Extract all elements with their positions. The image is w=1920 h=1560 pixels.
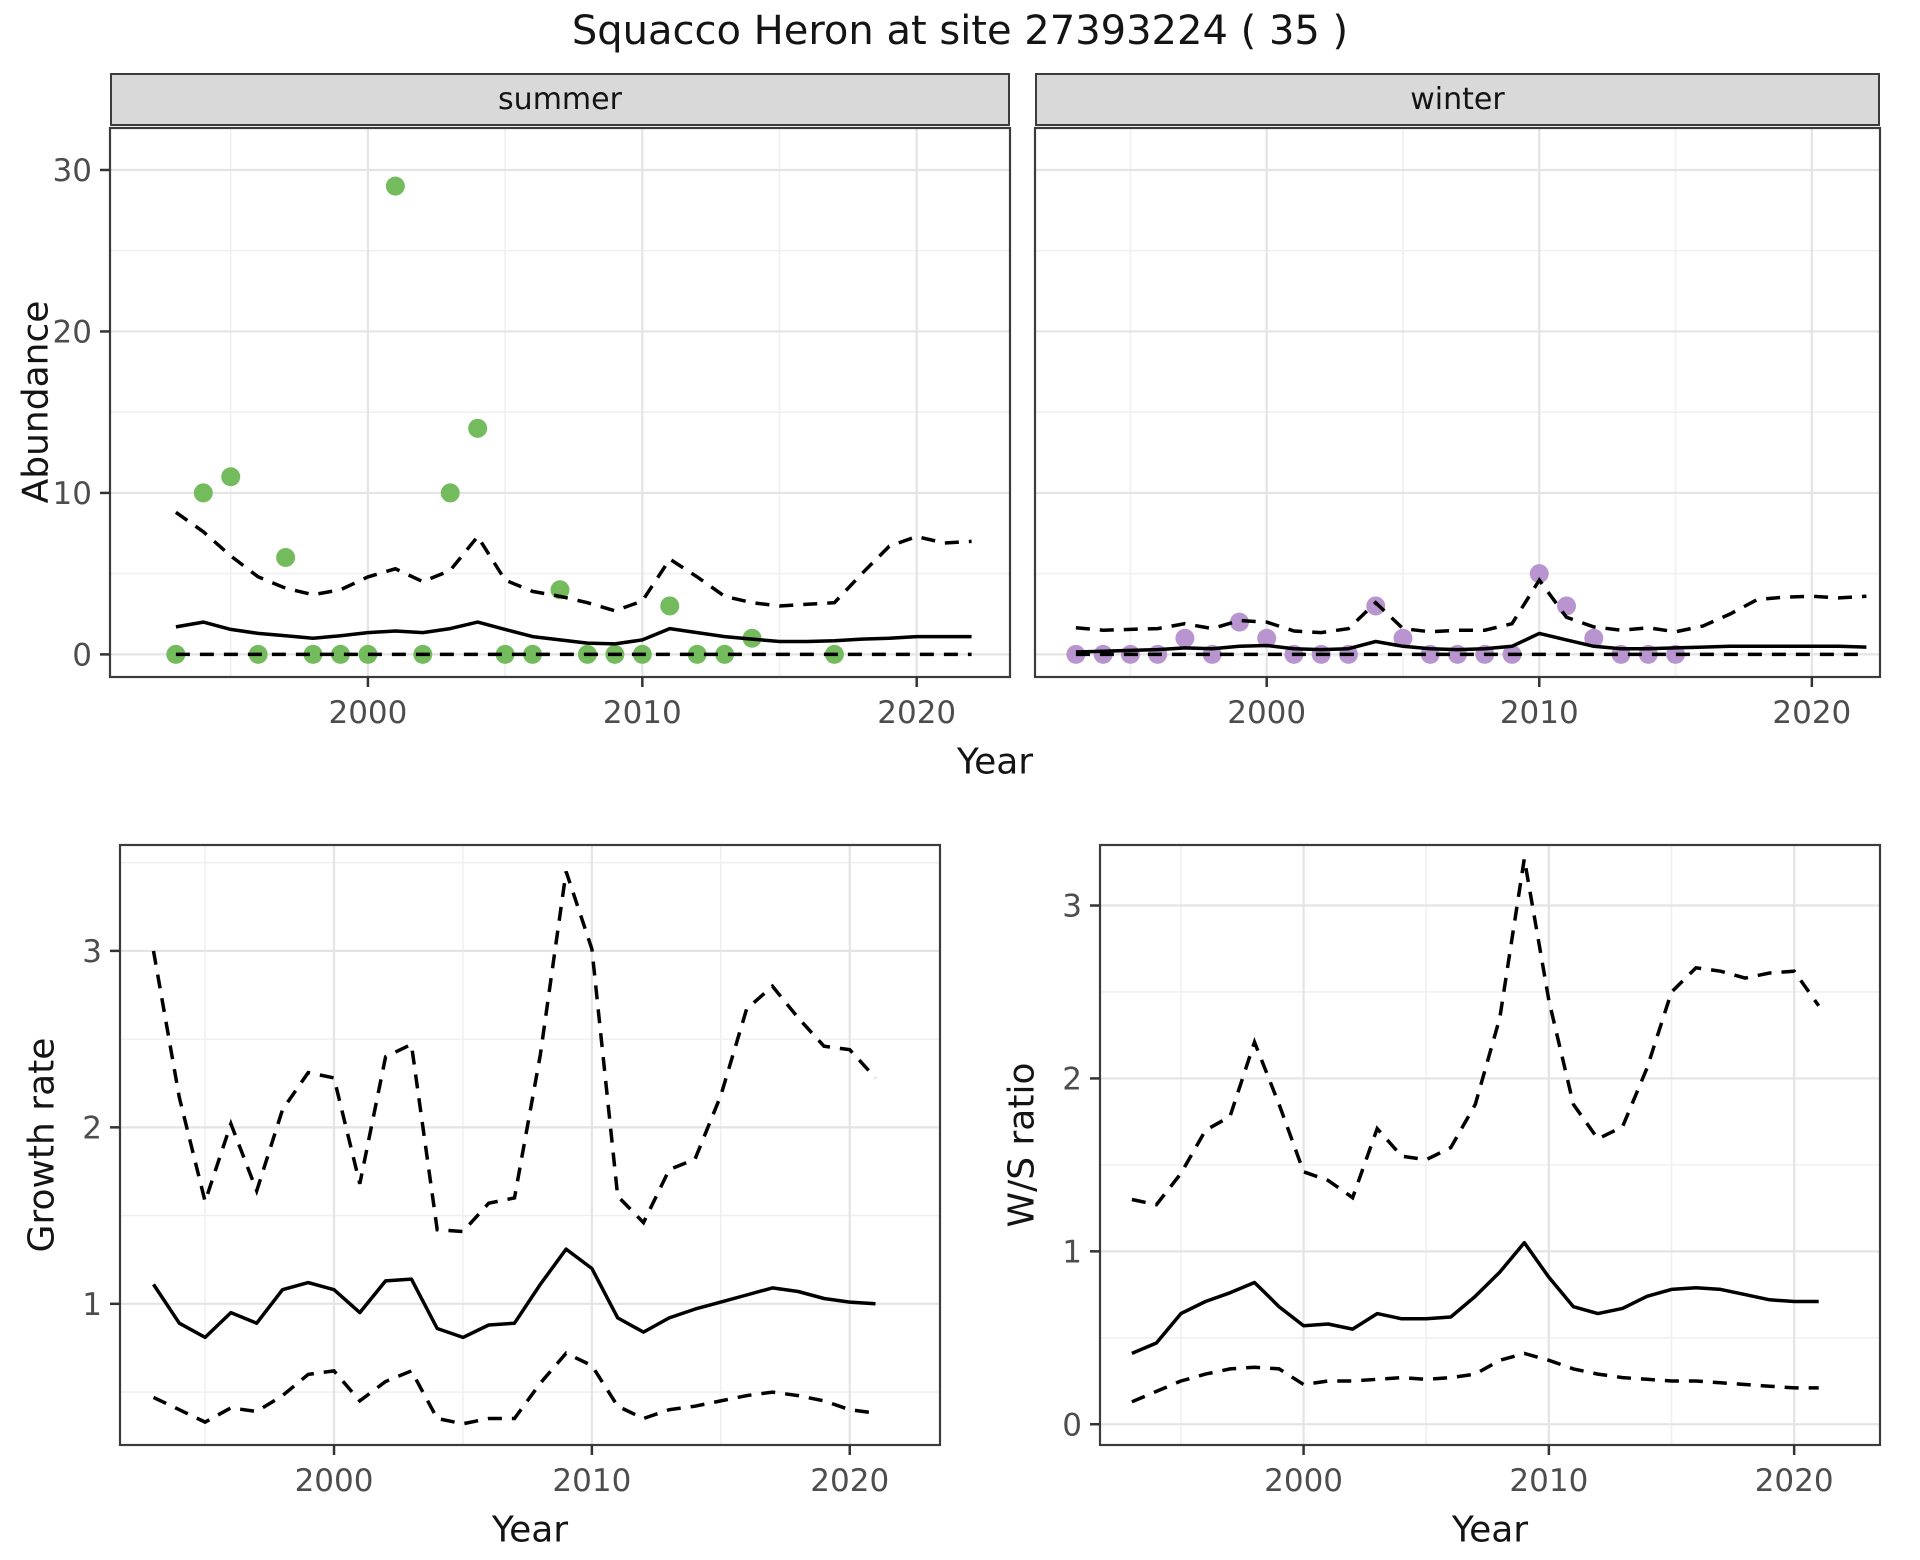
upper-ci-line bbox=[174, 510, 972, 613]
x-tick-label: 2000 bbox=[1227, 695, 1306, 731]
data-point bbox=[330, 644, 350, 664]
lower-ci-line bbox=[1131, 1351, 1819, 1404]
mean-line bbox=[175, 620, 972, 646]
y-tick-label: 3 bbox=[82, 934, 102, 970]
data-point bbox=[276, 548, 296, 568]
x-tick-label: 2020 bbox=[1772, 695, 1851, 731]
x-tick-label: 2020 bbox=[877, 695, 956, 731]
data-point bbox=[1393, 628, 1413, 648]
panel-ws-ratio: 2000 2010 2020 0 1 2 3 bbox=[1062, 843, 1882, 1499]
y-tick-label: 10 bbox=[53, 476, 92, 512]
data-point bbox=[687, 644, 707, 664]
data-point bbox=[1229, 612, 1249, 632]
y-tick-label: 0 bbox=[1062, 1407, 1082, 1443]
x-axis-title-year-growth: Year bbox=[491, 1509, 569, 1551]
x-axis-title-year-top: Year bbox=[956, 741, 1034, 783]
data-point bbox=[1557, 596, 1577, 616]
x-tick-label: 2010 bbox=[552, 1463, 631, 1499]
data-point bbox=[221, 467, 241, 487]
panel-abundance-winter: 2000 2010 2020 bbox=[1033, 126, 1882, 731]
data-point bbox=[1175, 628, 1195, 648]
data-point bbox=[1366, 596, 1386, 616]
mean-line bbox=[152, 1247, 876, 1340]
data-point bbox=[660, 596, 680, 616]
y-tick-label: 20 bbox=[53, 314, 92, 350]
y-tick-label: 30 bbox=[53, 153, 92, 189]
data-point bbox=[495, 644, 515, 664]
data-point bbox=[1066, 644, 1086, 664]
x-tick-label: 2000 bbox=[328, 695, 407, 731]
data-point bbox=[523, 644, 543, 664]
facet-strip-summer: summer bbox=[110, 73, 1010, 126]
x-tick-label: 2000 bbox=[295, 1463, 374, 1499]
mean-line bbox=[1075, 631, 1867, 654]
x-tick-label: 2000 bbox=[1264, 1463, 1343, 1499]
y-tick-label: 2 bbox=[82, 1110, 102, 1146]
y-axis-title-abundance: Abundance bbox=[15, 300, 57, 504]
upper-ci-line bbox=[151, 870, 877, 1234]
y-axis-title-growth-rate: Growth rate bbox=[21, 1037, 63, 1253]
data-point bbox=[715, 644, 735, 664]
y-tick-label: 1 bbox=[82, 1287, 102, 1323]
chart-title: Squacco Heron at site 27393224 ( 35 ) bbox=[571, 8, 1349, 54]
data-point bbox=[303, 644, 323, 664]
upper-ci-line bbox=[1075, 576, 1867, 635]
y-tick-label: 0 bbox=[72, 637, 92, 673]
data-point bbox=[1529, 564, 1549, 584]
x-tick-label: 2020 bbox=[1755, 1463, 1834, 1499]
data-point bbox=[193, 483, 213, 503]
x-tick-label: 2010 bbox=[1509, 1463, 1588, 1499]
lower-ci-line bbox=[152, 1351, 876, 1426]
x-axis-title-year-ws: Year bbox=[1451, 1509, 1529, 1551]
data-point bbox=[1257, 628, 1277, 648]
data-point bbox=[385, 176, 405, 196]
data-point bbox=[166, 644, 186, 664]
x-tick-label: 2020 bbox=[810, 1463, 889, 1499]
data-point bbox=[468, 418, 488, 438]
x-tick-label: 2010 bbox=[1500, 695, 1579, 731]
x-tick-label: 2010 bbox=[603, 695, 682, 731]
facet-strip-winter-label: winter bbox=[1410, 82, 1505, 117]
data-point bbox=[1584, 628, 1604, 648]
y-tick-label: 3 bbox=[1062, 889, 1082, 925]
panel-abundance-summer: 2000 2010 2020 0 10 20 30 bbox=[53, 126, 1012, 731]
facet-strip-summer-label: summer bbox=[498, 82, 622, 117]
mean-line bbox=[1131, 1240, 1819, 1356]
upper-ci-line bbox=[1131, 858, 1821, 1207]
facet-strip-winter: winter bbox=[1035, 73, 1880, 126]
y-tick-label: 1 bbox=[1062, 1234, 1082, 1270]
y-tick-label: 2 bbox=[1062, 1061, 1082, 1097]
y-axis-title-ws-ratio: W/S ratio bbox=[1001, 1062, 1043, 1228]
panel-growth-rate: 2000 2010 2020 1 2 3 bbox=[82, 843, 942, 1499]
data-point bbox=[440, 483, 460, 503]
